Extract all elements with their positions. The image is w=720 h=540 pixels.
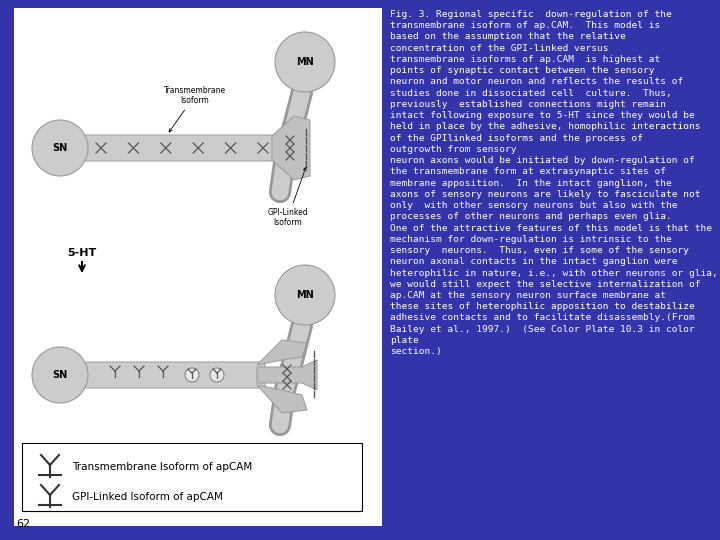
Text: Transmembrane Isoform of apCAM: Transmembrane Isoform of apCAM [72, 462, 252, 472]
Bar [14, 8, 382, 526]
Circle shape [275, 32, 335, 92]
FancyBboxPatch shape [84, 135, 280, 161]
Text: MN: MN [296, 290, 314, 300]
Circle shape [32, 120, 88, 176]
Text: GPI-Linked Isoform of apCAM: GPI-Linked Isoform of apCAM [72, 492, 223, 502]
FancyBboxPatch shape [84, 362, 265, 388]
Text: MN: MN [296, 57, 314, 67]
Text: SN: SN [53, 370, 68, 380]
Polygon shape [257, 360, 317, 390]
Text: 62: 62 [16, 519, 30, 529]
Circle shape [210, 368, 224, 382]
Polygon shape [272, 116, 310, 180]
Circle shape [185, 368, 199, 382]
Circle shape [275, 265, 335, 325]
Text: 5-HT: 5-HT [68, 248, 96, 258]
Text: GPI-Linked
Isoform: GPI-Linked Isoform [268, 167, 308, 227]
Polygon shape [257, 385, 307, 413]
Bar [22, 443, 362, 511]
Text: SN: SN [53, 143, 68, 153]
Text: Transmembrane
Isoform: Transmembrane Isoform [164, 86, 226, 132]
Text: Fig. 3. Regional specific  down-regulation of the
transmembrane isoform of ap.CA: Fig. 3. Regional specific down-regulatio… [390, 10, 718, 356]
Circle shape [32, 347, 88, 403]
Polygon shape [257, 340, 307, 365]
